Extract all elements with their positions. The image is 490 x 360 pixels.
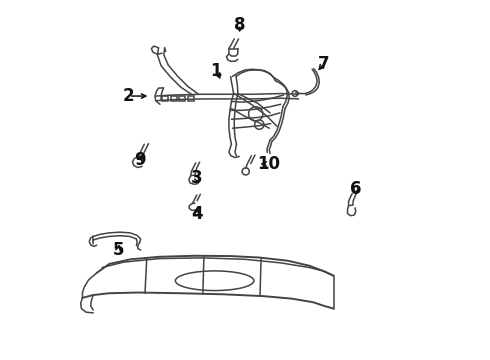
Bar [179, 96, 185, 101]
Text: 8: 8 [234, 15, 245, 33]
Text: 4: 4 [191, 205, 202, 223]
Text: 7: 7 [318, 55, 329, 73]
Text: 2: 2 [123, 87, 135, 105]
Text: 3: 3 [191, 169, 202, 187]
Text: 9: 9 [134, 151, 146, 169]
Text: 5: 5 [112, 240, 124, 258]
Bar [162, 96, 168, 101]
Bar [171, 96, 177, 101]
Bar [188, 96, 194, 101]
Text: 6: 6 [350, 180, 362, 198]
Text: 10: 10 [257, 155, 280, 173]
Text: 1: 1 [211, 62, 222, 80]
